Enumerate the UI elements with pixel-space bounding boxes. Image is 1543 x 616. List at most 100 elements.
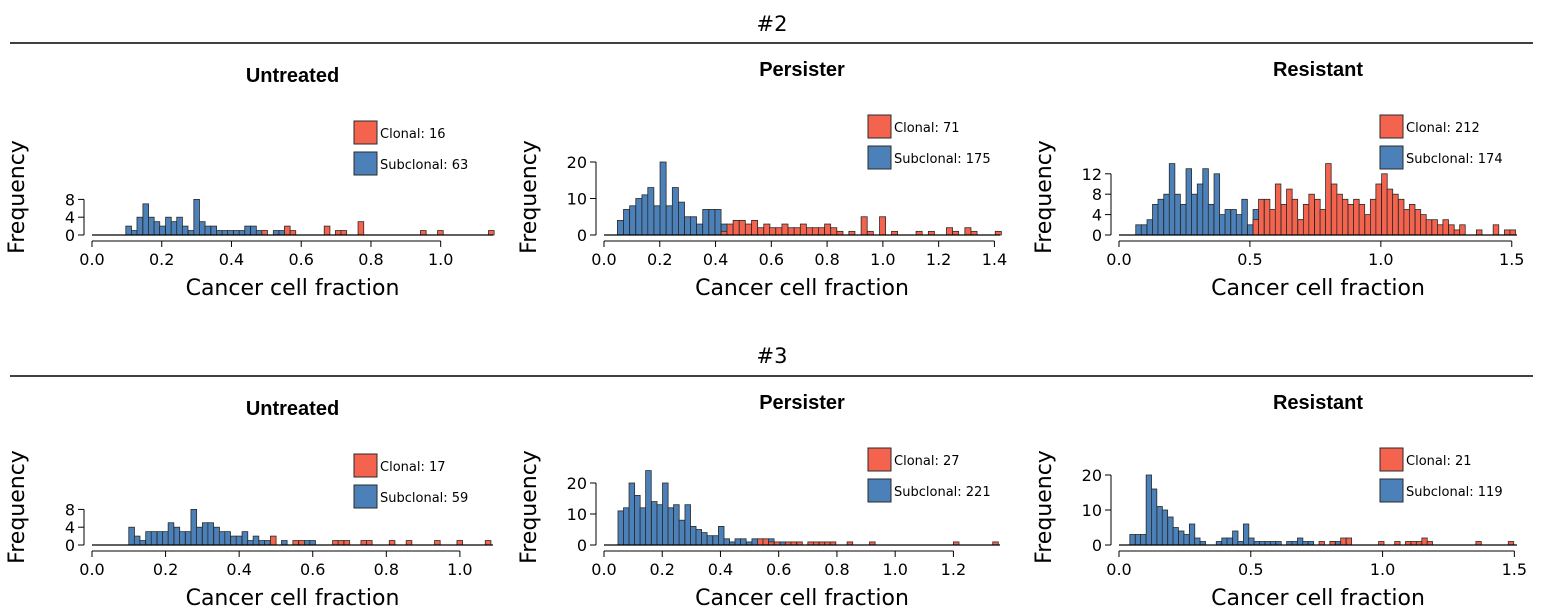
y-axis-label: Frequency <box>1032 450 1057 564</box>
subclonal-bar <box>235 535 243 546</box>
y-tick-label: 0 <box>577 536 587 555</box>
clonal-bar <box>1442 219 1449 236</box>
clonal-bar <box>1330 183 1338 236</box>
subclonal-bar <box>238 230 246 236</box>
y-tick-label: 20 <box>567 474 587 493</box>
subclonal-bar <box>702 209 710 236</box>
subclonal-bar <box>201 522 209 546</box>
clonal-bar <box>420 230 427 236</box>
clonal-bar <box>1263 198 1271 236</box>
x-tick-label: 1.0 <box>870 250 895 269</box>
subclonal-bar <box>1140 224 1148 236</box>
subclonal-bar <box>701 532 708 546</box>
subclonal-bar <box>665 205 673 236</box>
subclonal-bar <box>708 209 716 236</box>
x-tick-label: 1.4 <box>982 250 1007 269</box>
subclonal-bar <box>706 535 714 546</box>
subclonal-bar <box>130 230 138 236</box>
x-tick-label: 0.0 <box>1106 250 1131 269</box>
clonal-bar <box>1386 188 1394 236</box>
histogram-panel-4: Untreated 0.0 0.2 0.4 0.6 0.8 1.0 Cancer cell f… <box>5 398 493 611</box>
panels: Untreated 0.0 0.2 0.4 0.6 0.8 1.0 Cancer cell f… <box>5 59 1527 611</box>
legend-label-subclonal: Subclonal: 59 <box>380 491 468 506</box>
clonal-bar <box>1403 209 1410 236</box>
x-tick-label: 1.2 <box>941 560 966 579</box>
subclonal-bar <box>278 230 285 236</box>
subclonal-bar <box>250 225 257 236</box>
x-tick-label: 0.8 <box>814 250 839 269</box>
subclonal-bar <box>1243 523 1250 546</box>
subclonal-bar <box>1235 214 1243 236</box>
subclonal-bar <box>690 216 697 236</box>
subclonal-bar <box>678 201 685 236</box>
subclonal-bar <box>629 205 637 236</box>
y-tick-label: 4 <box>65 208 75 227</box>
y-tick-label: 4 <box>65 518 75 537</box>
y-axis-label: Frequency <box>1032 140 1057 254</box>
y-tick-label: 0 <box>65 536 75 555</box>
clonal-bar <box>811 227 819 236</box>
clonal-bar <box>366 540 373 546</box>
clonal-bar <box>744 223 752 236</box>
subclonal-bar <box>1172 527 1179 546</box>
clonal-bar <box>824 223 832 236</box>
subclonal-bar <box>218 531 226 546</box>
y-tick-label: 10 <box>567 505 587 524</box>
legend-label-subclonal: Subclonal: 119 <box>1406 485 1503 500</box>
clonal-bar <box>1325 163 1332 236</box>
subclonal-bar <box>1178 530 1185 546</box>
clonal-bar <box>806 227 813 236</box>
legend-swatch-clonal <box>867 447 892 472</box>
clonal-bar <box>793 227 801 236</box>
subclonal-bar <box>309 540 316 546</box>
clonal-bar <box>751 219 759 236</box>
subclonal-bar <box>1151 488 1158 546</box>
legend-label-subclonal: Subclonal: 63 <box>380 158 468 173</box>
subclonal-bar <box>233 230 240 236</box>
clonal-bar <box>357 221 365 236</box>
clonal-bar <box>1269 209 1276 236</box>
clonal-bar <box>337 540 345 546</box>
clonal-bar <box>332 540 339 546</box>
x-tick-label: 0.6 <box>766 560 791 579</box>
legend-swatch-subclonal <box>867 478 892 503</box>
x-tick-label: 1.2 <box>926 250 951 269</box>
clonal-bar <box>799 223 807 236</box>
clonal-bar <box>270 535 277 546</box>
subclonal-bar <box>740 538 747 546</box>
subclonal-bar <box>224 531 231 546</box>
subclonal-bar <box>185 531 192 546</box>
x-tick-label: 0.0 <box>79 250 104 269</box>
histogram-panel-1: Untreated 0.0 0.2 0.4 0.6 0.8 1.0 Cancer cell f… <box>5 65 495 301</box>
subclonal-bar <box>623 507 630 546</box>
x-tick-label: 0.4 <box>708 560 733 579</box>
subclonal-bar <box>148 216 155 236</box>
clonal-bar <box>1252 219 1260 236</box>
x-tick-label: 0.4 <box>219 250 244 269</box>
subclonal-bar <box>230 535 237 546</box>
y-tick-label: 0 <box>1092 226 1102 245</box>
clonal-bar <box>1347 203 1355 236</box>
subclonal-bar <box>216 230 223 236</box>
panel-title: Untreated <box>246 398 339 420</box>
subclonal-bar <box>1163 193 1170 236</box>
clonal-bar <box>1308 193 1315 236</box>
clonal-bar <box>964 227 972 236</box>
subclonal-bar <box>653 205 661 236</box>
histogram-panel-5: Persister 0.0 0.2 0.4 0.6 0.8 1.0 1.2 Cancer cel… <box>517 392 1000 611</box>
clonal-bar <box>1345 537 1352 546</box>
subclonal-bar <box>1221 537 1228 546</box>
clonal-bar <box>1492 224 1500 236</box>
x-tick-label: 0.2 <box>650 560 675 579</box>
legend-swatch-subclonal <box>867 145 892 170</box>
clonal-bar <box>456 540 464 546</box>
subclonal-bar <box>1219 214 1226 236</box>
subclonal-bar <box>1156 506 1163 546</box>
subclonal-bar <box>139 540 146 546</box>
clonal-bar <box>781 223 789 236</box>
x-tick-label: 0.8 <box>824 560 849 579</box>
clonal-bar <box>1437 224 1444 236</box>
histogram-panel-2: Persister 0.0 0.2 0.4 0.6 0.8 1.0 1.2 1.4 Cancer … <box>517 59 1007 301</box>
y-axis-label: Frequency <box>5 140 30 254</box>
subclonal-bar <box>258 540 266 546</box>
